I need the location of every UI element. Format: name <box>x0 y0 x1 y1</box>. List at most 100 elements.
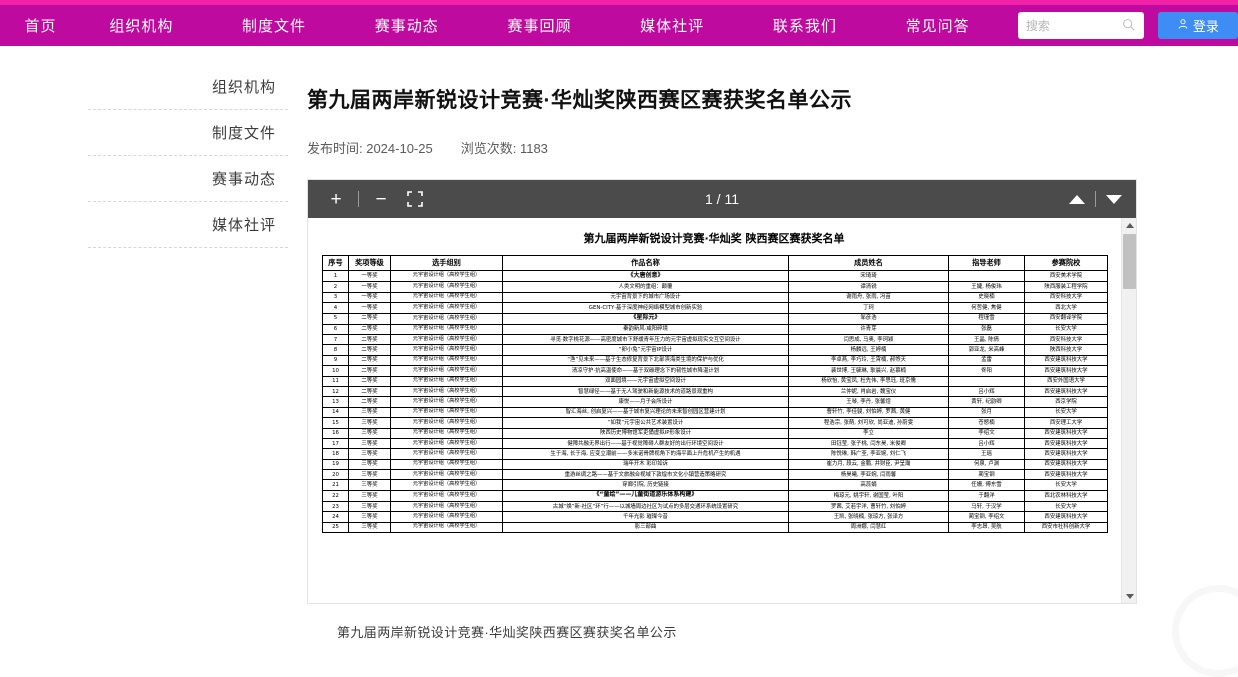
table-cell: 二等奖 <box>349 335 391 345</box>
table-cell: 元宇宙设计组（高校学生组） <box>391 407 503 417</box>
scrollbar-thumb[interactable] <box>1123 234 1136 289</box>
table-cell: 程浩宗, 张萌, 刘可欣, 尚亚迪, 孙蔚雯 <box>789 418 949 428</box>
table-cell: 长安大学 <box>1025 324 1108 334</box>
table-cell: 11 <box>323 376 349 386</box>
scroll-up-icon[interactable] <box>1122 218 1137 232</box>
table-cell: 长安大学 <box>1025 407 1108 417</box>
table-cell: 二等奖 <box>349 355 391 365</box>
zoom-in-icon[interactable]: + <box>324 187 348 211</box>
table-cell: 西北农林科技大学 <box>1025 490 1108 501</box>
next-page-icon[interactable] <box>1106 195 1122 204</box>
table-cell: 郭亚龙, 米高峰 <box>949 345 1025 355</box>
table-cell: “渔”见未来——基于生态修复背景下北部滨海类生境的保护与优化 <box>503 355 789 365</box>
search-input[interactable] <box>1026 19 1126 33</box>
search-box[interactable] <box>1018 12 1144 39</box>
table-cell: 三等奖 <box>349 501 391 511</box>
page-body: 组织机构 制度文件 赛事动态 媒体社评 第九届两岸新锐设计竞赛·华灿奖陕西赛区赛… <box>0 46 1238 641</box>
sidebar-menu: 组织机构 制度文件 赛事动态 媒体社评 <box>88 64 288 641</box>
nav-item-home[interactable]: 首页 <box>6 15 75 36</box>
nav-item-news[interactable]: 赛事动态 <box>340 15 473 36</box>
table-cell: 西北大学 <box>1025 303 1108 313</box>
table-cell: 元宇宙设计组（高校学生组） <box>391 355 503 365</box>
table-cell: 三等奖 <box>349 490 391 501</box>
pdf-scrollbar[interactable] <box>1121 218 1136 603</box>
table-cell: 西安科技大学 <box>1025 335 1108 345</box>
table-cell: 杨昊曦, 李亚婉, 闫雨馨 <box>789 470 949 480</box>
search-icon <box>1122 18 1136 37</box>
previous-page-icon[interactable] <box>1069 195 1085 204</box>
pdf-page-stage[interactable]: 第九届两岸新锐设计竞赛·华灿奖 陕西赛区赛获奖名单 序号 奖项等级 选手组别 作… <box>308 218 1136 603</box>
table-cell: 3 <box>323 292 349 302</box>
table-cell: 崔力月, 段云, 金鹏, 井财臣, 尹呈瀚 <box>789 459 949 469</box>
nav-item-documents[interactable]: 制度文件 <box>208 15 341 36</box>
document-title: 第九届两岸新锐设计竞赛·华灿奖 陕西赛区赛获奖名单 <box>322 230 1106 246</box>
table-cell: 元宇宙设计组（高校学生组） <box>391 512 503 522</box>
table-cell: 一等奖 <box>349 303 391 313</box>
table-cell: 王瑶 <box>949 449 1025 459</box>
publish-time: 发布时间: 2024-10-25 <box>307 138 433 157</box>
sidebar-item-media[interactable]: 媒体社评 <box>88 202 288 248</box>
table-cell: 《星际元》 <box>503 313 789 324</box>
scroll-down-icon[interactable] <box>1122 589 1137 603</box>
sidebar-item-documents[interactable]: 制度文件 <box>88 110 288 156</box>
sidebar-item-organization[interactable]: 组织机构 <box>88 64 288 110</box>
login-button[interactable]: 登录 <box>1158 12 1238 39</box>
table-cell: 丁珂 <box>789 303 949 313</box>
table-cell: 西京学院 <box>1025 397 1108 407</box>
table-cell: 宋琦琦 <box>789 271 949 282</box>
table-cell: 于翻洋 <box>949 490 1025 501</box>
table-cell: 长安大学 <box>1025 501 1108 511</box>
table-cell: 兰仲妮, 肖启岩, 魏宝仪 <box>789 386 949 396</box>
table-cell: 6 <box>323 324 349 334</box>
table-cell: 高蕊娟 <box>789 480 949 490</box>
table-cell: 一等奖 <box>349 282 391 292</box>
table-header-row: 序号 奖项等级 选手组别 作品名称 成员姓名 指导老师 参赛院校 <box>323 256 1108 271</box>
table-cell: 24 <box>323 512 349 522</box>
toolbar-divider-right <box>1095 191 1096 207</box>
table-cell: “卵小兔”元宇宙IP设计 <box>503 345 789 355</box>
table-cell: 马轩, 于汉学 <box>949 501 1025 511</box>
table-cell: 元宇宙设计组（高校学生组） <box>391 449 503 459</box>
nav-item-review[interactable]: 赛事回顾 <box>473 15 606 36</box>
table-cell: 苍愍楠 <box>949 418 1025 428</box>
table-cell: 西安建筑科技大学 <box>1025 386 1108 396</box>
table-cell: 元宇宙设计组（高校学生组） <box>391 522 503 532</box>
table-cell: 20 <box>323 470 349 480</box>
nav-item-contact[interactable]: 联系我们 <box>739 15 872 36</box>
fullscreen-icon[interactable] <box>403 187 427 211</box>
nav-item-faq[interactable]: 常见问答 <box>871 15 1004 36</box>
table-cell: 智汇海丝, 创启复兴——基于城市复兴理论的未来智创园区营建计划 <box>503 407 789 417</box>
table-cell: 元宇宙背景下的城市广场设计 <box>503 292 789 302</box>
sidebar-item-news[interactable]: 赛事动态 <box>88 156 288 202</box>
col-school: 参赛院校 <box>1025 256 1108 271</box>
table-cell: 三等奖 <box>349 449 391 459</box>
table-cell: 三等奖 <box>349 418 391 428</box>
table-cell: 西安建筑科技大学 <box>1025 428 1108 438</box>
table-cell: 西安建筑科技大学 <box>1025 438 1108 448</box>
table-cell <box>949 271 1025 282</box>
table-cell: 陈悦琳, 韩广荃, 李亚婉, 刘仁飞 <box>789 449 949 459</box>
table-cell: 三等奖 <box>349 428 391 438</box>
zoom-out-icon[interactable]: − <box>369 187 393 211</box>
toolbar-divider <box>358 191 359 207</box>
table-cell: 元宇宙设计组（高校学生组） <box>391 271 503 282</box>
table-cell: 《“童绘”——儿童街道游乐体系构建》 <box>503 490 789 501</box>
table-cell: 寻觅·数字桃花源——高密度城市下舒缓青年压力的元宇宙虚拟现实交互空间设计 <box>503 335 789 345</box>
nav-item-organization[interactable]: 组织机构 <box>75 15 208 36</box>
table-cell: 元宇宙设计组（高校学生组） <box>391 376 503 386</box>
table-cell: 元宇宙设计组（高校学生组） <box>391 335 503 345</box>
table-cell: 元宇宙设计组（高校学生组） <box>391 480 503 490</box>
table-cell: 双面园境——元宇宙虚拟空间设计 <box>503 376 789 386</box>
nav-item-media[interactable]: 媒体社评 <box>606 15 739 36</box>
table-cell: 谢雨舟, 张雨, 冯苗 <box>789 292 949 302</box>
page-title: 第九届两岸新锐设计竞赛·华灿奖陕西赛区赛获奖名单公示 <box>307 84 1142 114</box>
table-cell: 一等奖 <box>349 271 391 282</box>
table-cell: 三等奖 <box>349 522 391 532</box>
